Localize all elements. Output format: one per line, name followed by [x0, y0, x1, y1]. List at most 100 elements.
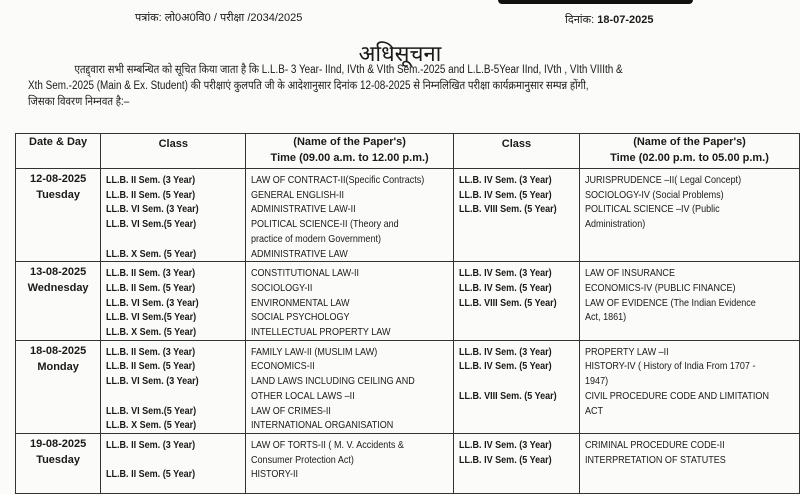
class-name: LL.B. VI Sem. (3 Year): [106, 375, 199, 388]
class-name: LL.B. X Sem. (5 Year): [106, 247, 197, 260]
morning-class-cell: LL.B. II Sem. (3 Year) LL.B. II Sem. (5 Y…: [100, 167, 247, 263]
class-name: LL.B. II Sem. (5 Year): [106, 188, 196, 201]
date-cell: 18-08-2025 Monday: [14, 339, 102, 434]
afternoon-class-cell: LL.B. IV Sem. (3 Year) LL.B. IV Sem. (5 Y…: [452, 432, 581, 494]
class-name: LL.B. II Sem. (5 Year): [106, 281, 196, 294]
class-name: LL.B. IV Sem. (3 Year): [458, 345, 552, 358]
afternoon-paper-cell: LAW OF INSURANCE ECONOMICS-IV (PUBLIC FIN…: [579, 261, 800, 341]
class-name: LL.B. IV Sem. (5 Year): [458, 188, 552, 201]
exam-day: Wednesday: [27, 282, 89, 295]
paper-name: LAW OF CONTRACT-II(Specific Contracts): [251, 174, 425, 186]
afternoon-class-cell: LL.B. IV Sem. (3 Year) LL.B. IV Sem. (5 Y…: [452, 339, 581, 434]
class-name: [459, 374, 579, 389]
paper-name: POLITICAL SCIENCE-II (Theory and: [251, 218, 400, 231]
exam-day: Tuesday: [36, 189, 80, 201]
date-cell: 19-08-2025 Tuesday: [14, 432, 102, 494]
table-header-row: Date & Day Class (Name of the Paper's) Ti…: [14, 133, 800, 169]
paper-name: ENVIRONMENTAL LAW: [251, 296, 350, 309]
class-name: LL.B. II Sem. (3 Year): [106, 174, 196, 186]
paper-name: LAW OF INSURANCE: [585, 267, 676, 280]
morning-class-cell: LL.B. II Sem. (3 Year) LL.B. II Sem. (5 Y…: [100, 339, 247, 434]
morning-class-cell: LL.B. II Sem. (3 Year) LL.B. II Sem. (5 Y…: [100, 432, 247, 494]
class-name: LL.B. IV Sem. (3 Year): [458, 174, 552, 186]
paper-name: LAND LAWS INCLUDING CEILING AND: [251, 375, 416, 388]
class-name: [106, 389, 245, 404]
notice-date: दिनांक: 18-07-2025: [565, 14, 654, 26]
afternoon-class-cell: LL.B. IV Sem. (3 Year) LL.B. IV Sem. (5 Y…: [452, 167, 581, 263]
paper-name: JURISPRUDENCE –II( Legal Concept): [585, 174, 742, 186]
class-name: LL.B. VI Sem.(5 Year): [106, 404, 197, 417]
header-date: Date & Day: [14, 133, 102, 169]
class-name: LL.B. VIII Sem. (5 Year): [458, 389, 557, 402]
morning-class-cell: LL.B. II Sem. (3 Year) LL.B. II Sem. (5 Y…: [100, 261, 247, 341]
class-name: LL.B. VIII Sem. (5 Year): [458, 296, 557, 309]
table-row: 13-08-2025 Wednesday LL.B. II Sem. (3 Year…: [14, 261, 800, 341]
afternoon-paper-cell: PROPERTY LAW –II HISTORY-IV ( History of …: [579, 339, 800, 434]
table-row: 19-08-2025 Tuesday LL.B. II Sem. (3 Year) L…: [14, 432, 800, 494]
class-name: LL.B. II Sem. (5 Year): [106, 468, 196, 481]
afternoon-paper-cell: JURISPRUDENCE –II( Legal Concept) SOCIOLO…: [579, 167, 800, 263]
class-name: LL.B. IV Sem. (5 Year): [458, 360, 552, 373]
class-name: LL.B. VI Sem. (3 Year): [106, 296, 199, 309]
paper-name: Consumer Protection Act): [251, 453, 355, 466]
exam-date: 13-08-2025: [29, 266, 87, 279]
paper-name: GENERAL ENGLISH-II: [251, 188, 345, 201]
date-cell: 13-08-2025 Wednesday: [14, 261, 102, 341]
exam-date: 12-08-2025: [29, 173, 87, 185]
intro-paragraph: एतद्द्वारा सभी सम्बन्धित को सूचित किया ज…: [28, 62, 800, 110]
morning-paper-cell: CONSTITUTIONAL LAW-II SOCIOLOGY-II ENVIRON…: [245, 261, 454, 341]
paper-name: practice of modern Government): [251, 232, 382, 245]
paper-name: CIVIL PROCEDURE CODE AND LIMITATION: [585, 389, 770, 402]
class-name: LL.B. X Sem. (5 Year): [106, 326, 197, 339]
exam-day: Tuesday: [36, 453, 80, 466]
paper-name: SOCIOLOGY-II: [251, 281, 313, 294]
header-class: Class: [100, 133, 247, 169]
header-morning-paper: (Name of the Paper's) Time (09.00 a.m. to…: [245, 133, 454, 169]
paper-name: OTHER LOCAL LAWS –II: [251, 389, 356, 402]
class-name: LL.B. IV Sem. (5 Year): [458, 281, 552, 294]
header-afternoon-paper: (Name of the Paper's) Time (02.00 p.m. to…: [579, 133, 800, 169]
morning-paper-cell: FAMILY LAW-II (MUSLIM LAW) ECONOMICS-II LA…: [245, 339, 454, 434]
class-name: LL.B. II Sem. (5 Year): [106, 360, 196, 373]
class-name: [106, 453, 245, 468]
header-class-2: Class: [452, 133, 581, 169]
paper-name: LAW OF CRIMES-II: [251, 404, 332, 417]
exam-schedule-table: Date & Day Class (Name of the Paper's) Ti…: [14, 133, 800, 494]
class-name: LL.B. IV Sem. (5 Year): [458, 453, 552, 466]
paper-name: CRIMINAL PROCEDURE CODE-II: [585, 438, 725, 451]
scan-edge: [498, 0, 693, 4]
reference-number: पत्रांक: लो0अ0वि0 / परीक्षा /2034/2025: [135, 12, 303, 24]
paper-name: CONSTITUTIONAL LAW-II: [251, 267, 360, 280]
paper-name: SOCIOLOGY-IV (Social Problems): [585, 188, 724, 201]
class-name: LL.B. II Sem. (3 Year): [106, 438, 196, 451]
class-name: LL.B. VIII Sem. (5 Year): [458, 203, 557, 216]
paper-name: ADMINISTRATIVE LAW-II: [251, 203, 357, 216]
morning-paper-cell: LAW OF CONTRACT-II(Specific Contracts) GE…: [245, 167, 454, 263]
class-name: LL.B. IV Sem. (3 Year): [458, 267, 552, 280]
class-name: LL.B. II Sem. (3 Year): [106, 267, 196, 280]
intro-line-3: जिसका विवरण निम्नवत है:–: [28, 96, 130, 108]
page-title: अधिसूचना: [358, 42, 442, 67]
table-row: 18-08-2025 Monday LL.B. II Sem. (3 Year) LL…: [14, 339, 800, 434]
paper-name: HISTORY-II: [251, 468, 299, 481]
morning-paper-cell: LAW OF TORTS-II ( M. V. Accidents & Consu…: [245, 432, 454, 494]
class-name: LL.B. VI Sem. (3 Year): [106, 203, 199, 216]
intro-line-1: एतद्द्वारा सभी सम्बन्धित को सूचित किया ज…: [74, 64, 623, 76]
paper-name: 1947): [585, 375, 609, 388]
paper-name: SOCIAL PSYCHOLOGY: [251, 311, 350, 324]
table-row: 12-08-2025 Tuesday LL.B. II Sem. (3 Year) L…: [14, 167, 800, 263]
paper-name: Administration): [585, 218, 646, 231]
afternoon-class-cell: LL.B. IV Sem. (3 Year) LL.B. IV Sem. (5 Y…: [452, 261, 581, 341]
class-name: LL.B. X Sem. (5 Year): [106, 419, 197, 432]
paper-name: HISTORY-IV ( History of India From 1707 …: [585, 360, 756, 373]
paper-name: LAW OF TORTS-II ( M. V. Accidents &: [251, 438, 405, 451]
class-name: LL.B. IV Sem. (3 Year): [458, 438, 552, 451]
class-name: LL.B. II Sem. (3 Year): [106, 345, 196, 358]
paper-name: Act, 1861): [585, 311, 627, 324]
paper-name: LAW OF EVIDENCE (The Indian Evidence: [585, 296, 756, 309]
intro-line-2: Xth Sem.-2025 (Main & Ex. Student) की पर…: [28, 80, 589, 92]
class-name: [106, 232, 245, 247]
paper-name: FAMILY LAW-II (MUSLIM LAW): [251, 345, 378, 358]
paper-name: INTERPRETATION OF STATUTES: [585, 453, 726, 466]
paper-name: POLITICAL SCIENCE –IV (Public: [585, 203, 720, 216]
